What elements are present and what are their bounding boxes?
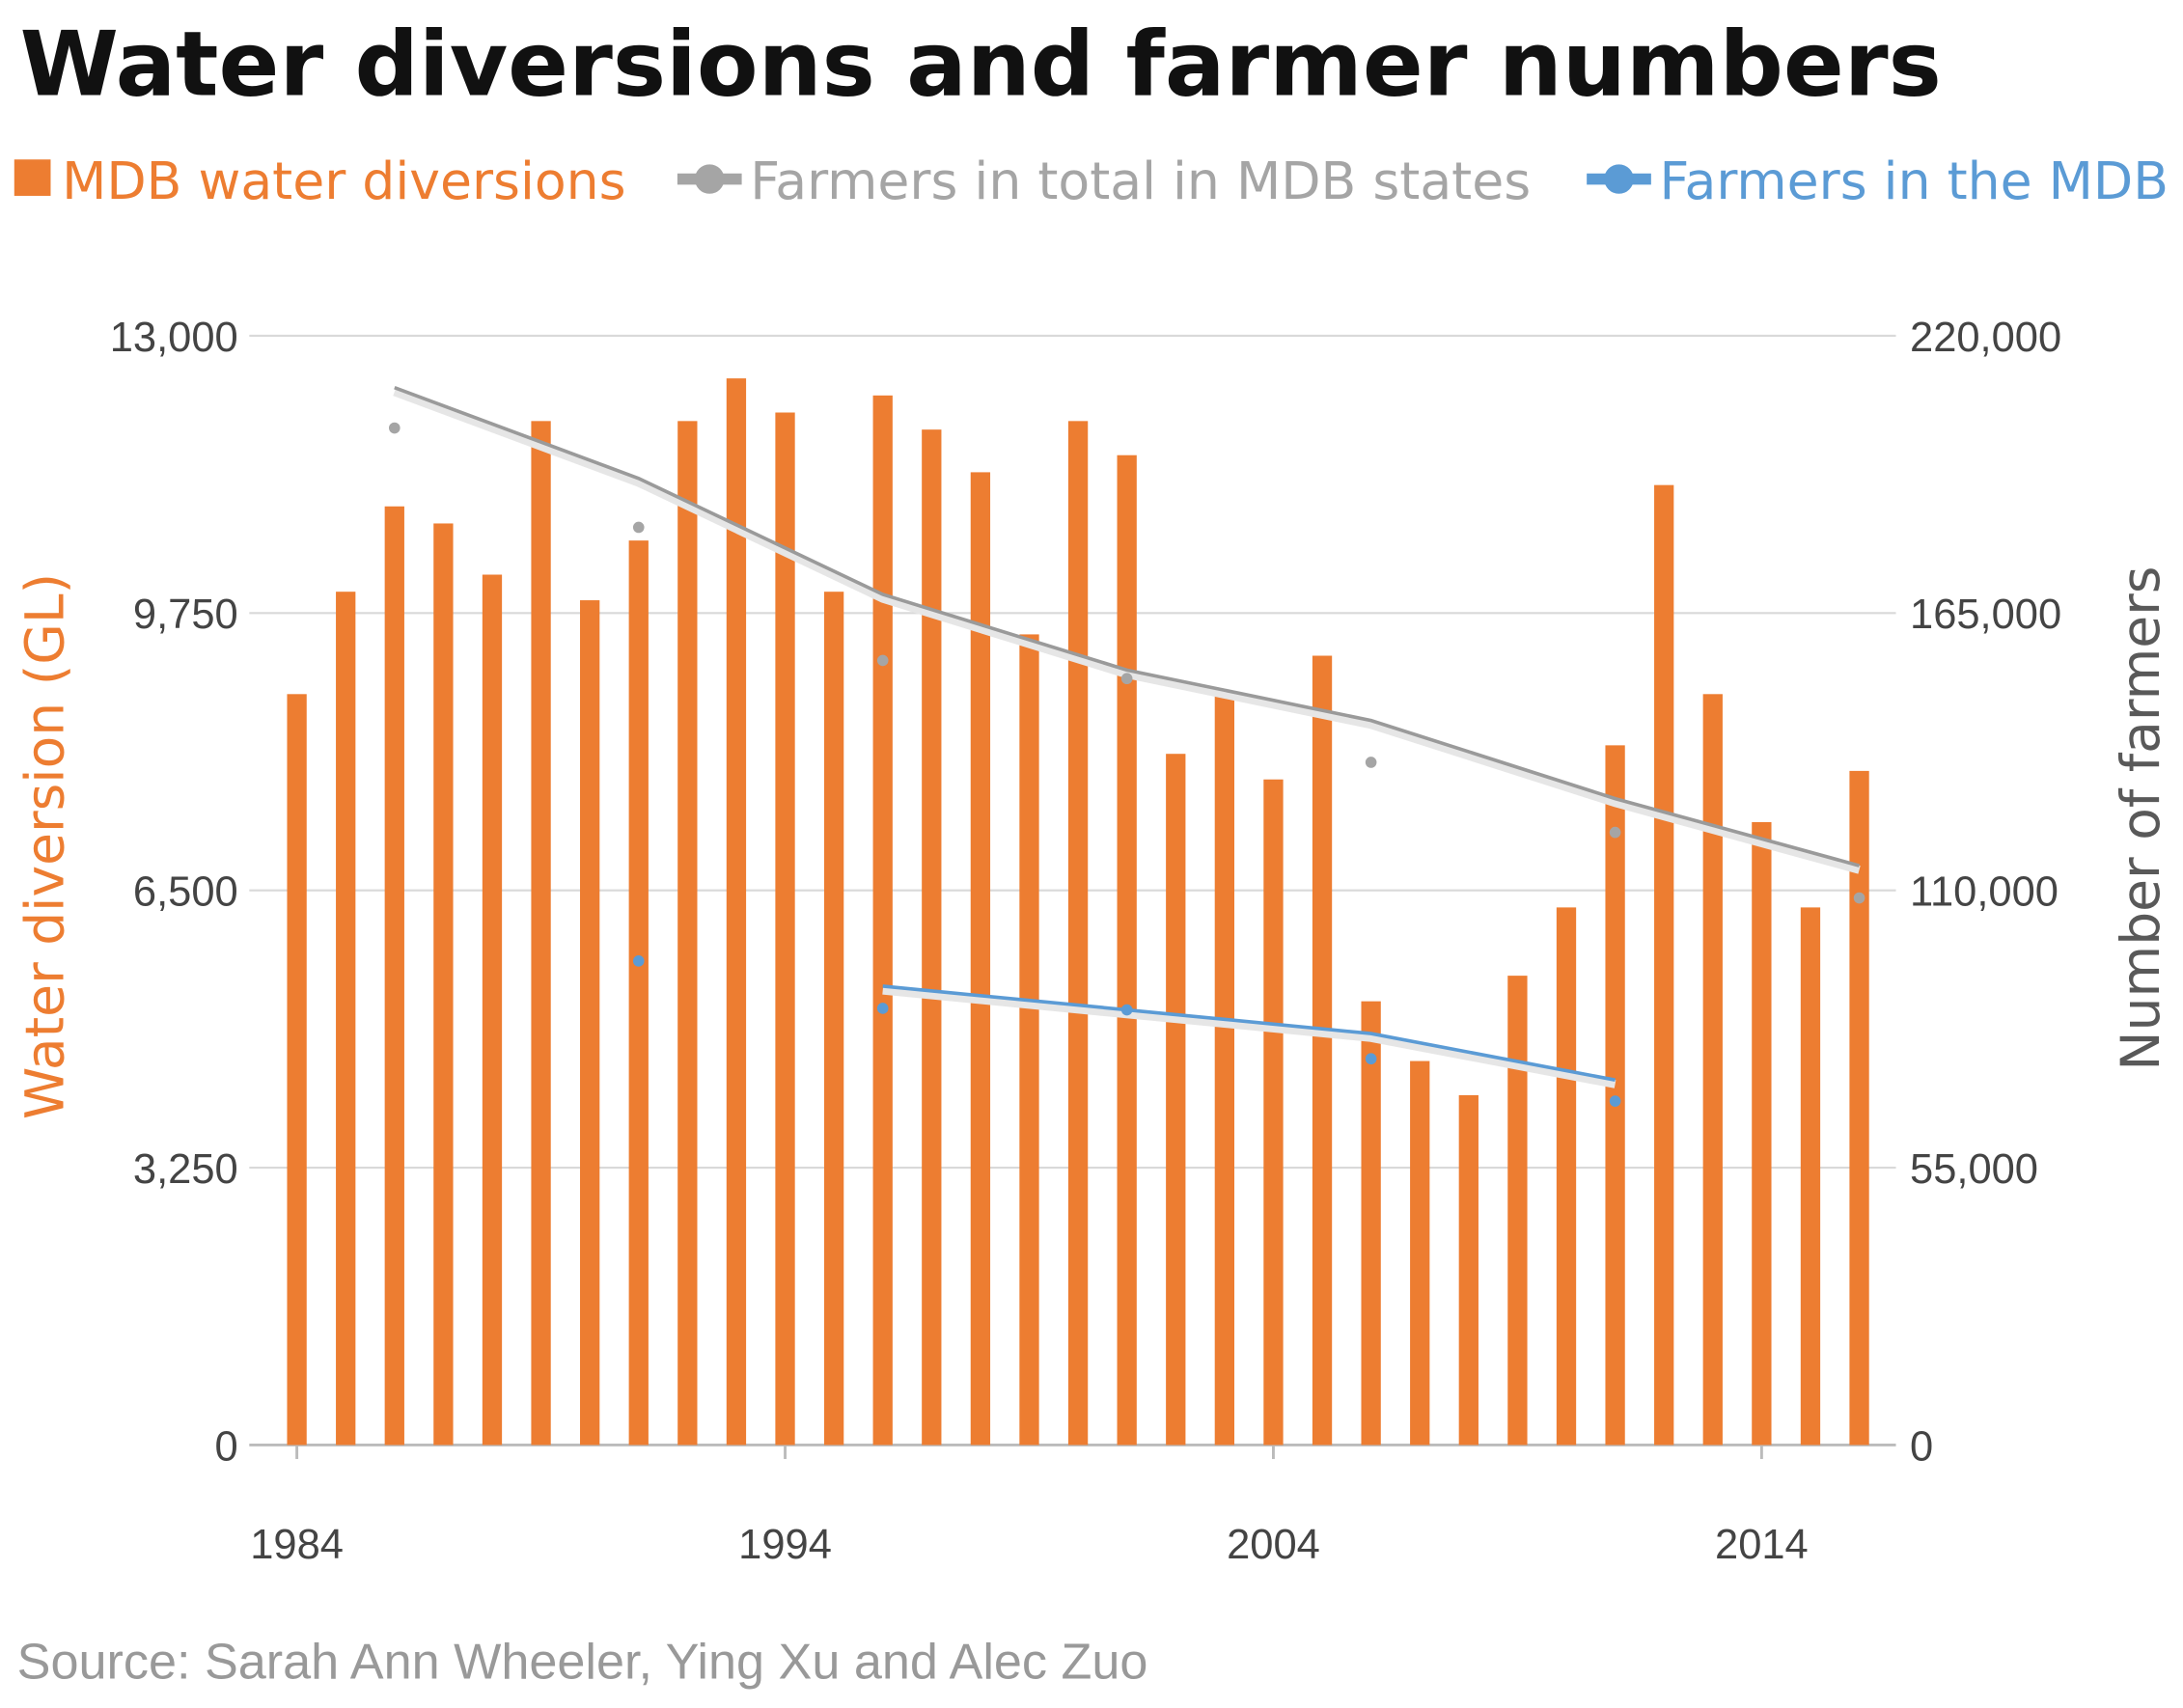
bar-1994 xyxy=(775,412,795,1446)
legend-swatch-diversions xyxy=(14,159,51,196)
source-note: Source: Sarah Ann Wheeler, Ying Xu and A… xyxy=(17,1635,1148,1691)
bar-1996 xyxy=(872,395,893,1446)
legend-label-diversions: MDB water diversions xyxy=(62,151,626,211)
bar-2012 xyxy=(1654,484,1674,1446)
bar-2002 xyxy=(1166,754,1186,1446)
farmers-total-point-1996 xyxy=(876,654,889,667)
bar-2006 xyxy=(1361,1001,1381,1446)
x-tick-label: 1984 xyxy=(250,1522,344,1568)
bar-1991 xyxy=(628,540,649,1446)
farmers-total-point-1991 xyxy=(632,521,645,534)
farmers-mdb-trendline xyxy=(882,984,1616,1082)
farmers-mdb-point-1991 xyxy=(632,955,645,967)
y-left-tick-label: 3,250 xyxy=(133,1146,238,1193)
bar-1989 xyxy=(531,421,551,1446)
bar-1988 xyxy=(482,574,503,1446)
y-left-tick-label: 13,000 xyxy=(110,315,238,361)
bar-2005 xyxy=(1312,655,1333,1446)
y-right-tick-label: 220,000 xyxy=(1910,315,2061,361)
bar-1990 xyxy=(580,600,600,1446)
x-tick-label: 2004 xyxy=(1227,1522,1320,1568)
bar-1992 xyxy=(677,421,698,1446)
bar-2009 xyxy=(1507,976,1528,1446)
bar-1998 xyxy=(970,472,991,1446)
y-right-tick-label: 55,000 xyxy=(1910,1146,2038,1193)
farmers-total-point-2006 xyxy=(1365,757,1377,768)
bar-1997 xyxy=(922,429,942,1446)
y-right-tick-label: 110,000 xyxy=(1910,869,2059,916)
ticks: 0 0 3,250 55,000 6,500 110,000 9,750 165,000 13,… xyxy=(110,315,2061,1568)
farmers-total-point-2001 xyxy=(1120,673,1133,685)
farmers-total-trendline xyxy=(394,386,1861,868)
bar-2015 xyxy=(1800,907,1821,1446)
farmers-mdb-point-1996 xyxy=(876,1003,889,1014)
y-right-tick-label: 165,000 xyxy=(1910,592,2061,638)
y-left-tick-label: 9,750 xyxy=(133,592,238,638)
farmers-mdb-trendline-shadow xyxy=(882,985,1617,1088)
farmers-mdb-point-2011 xyxy=(1609,1095,1621,1107)
y-left-tick-label: 6,500 xyxy=(133,869,238,916)
legend-marker-farmers-total xyxy=(695,164,725,194)
bar-2008 xyxy=(1458,1094,1478,1446)
y-axis-left-label: Water diversion (GL) xyxy=(14,573,76,1119)
bars xyxy=(287,378,1869,1446)
bar-2014 xyxy=(1752,821,1772,1446)
y-left-tick-label: 0 xyxy=(215,1423,238,1470)
bar-2001 xyxy=(1117,455,1137,1446)
bar-2013 xyxy=(1702,694,1723,1446)
farmers-total-point-2016 xyxy=(1853,892,1865,904)
bar-1984 xyxy=(287,694,307,1446)
bar-1987 xyxy=(433,523,454,1446)
bar-2011 xyxy=(1605,745,1625,1446)
x-tick-label: 2014 xyxy=(1715,1522,1809,1568)
chart-title: Water diversions and farmer numbers xyxy=(20,13,1942,117)
bar-1995 xyxy=(823,592,844,1446)
bar-1993 xyxy=(726,378,747,1446)
series-lines xyxy=(388,386,1865,1107)
farmers-total-point-2011 xyxy=(1609,826,1621,839)
bar-2000 xyxy=(1067,421,1089,1446)
y-right-tick-label: 0 xyxy=(1910,1423,1933,1470)
x-tick-label: 1994 xyxy=(738,1522,832,1568)
legend: MDB water diversions Farmers in total in… xyxy=(14,151,2169,211)
bar-2004 xyxy=(1263,779,1284,1446)
bar-1999 xyxy=(1019,634,1039,1446)
bar-2003 xyxy=(1214,694,1235,1446)
legend-label-farmers-mdb: Farmers in the MDB xyxy=(1660,151,2169,211)
bar-2007 xyxy=(1410,1061,1430,1446)
farmers-total-point-1986 xyxy=(388,422,401,434)
farmers-mdb-point-2001 xyxy=(1120,1004,1133,1016)
bar-1986 xyxy=(384,506,404,1446)
bar-1985 xyxy=(336,592,356,1446)
legend-marker-farmers-mdb xyxy=(1604,164,1634,194)
bar-2016 xyxy=(1849,770,1869,1446)
legend-label-farmers-total: Farmers in total in MDB states xyxy=(750,151,1531,211)
bar-2010 xyxy=(1556,907,1577,1446)
y-axis-right-label: Number of farmers xyxy=(2110,566,2171,1071)
farmers-mdb-point-2006 xyxy=(1365,1053,1377,1065)
